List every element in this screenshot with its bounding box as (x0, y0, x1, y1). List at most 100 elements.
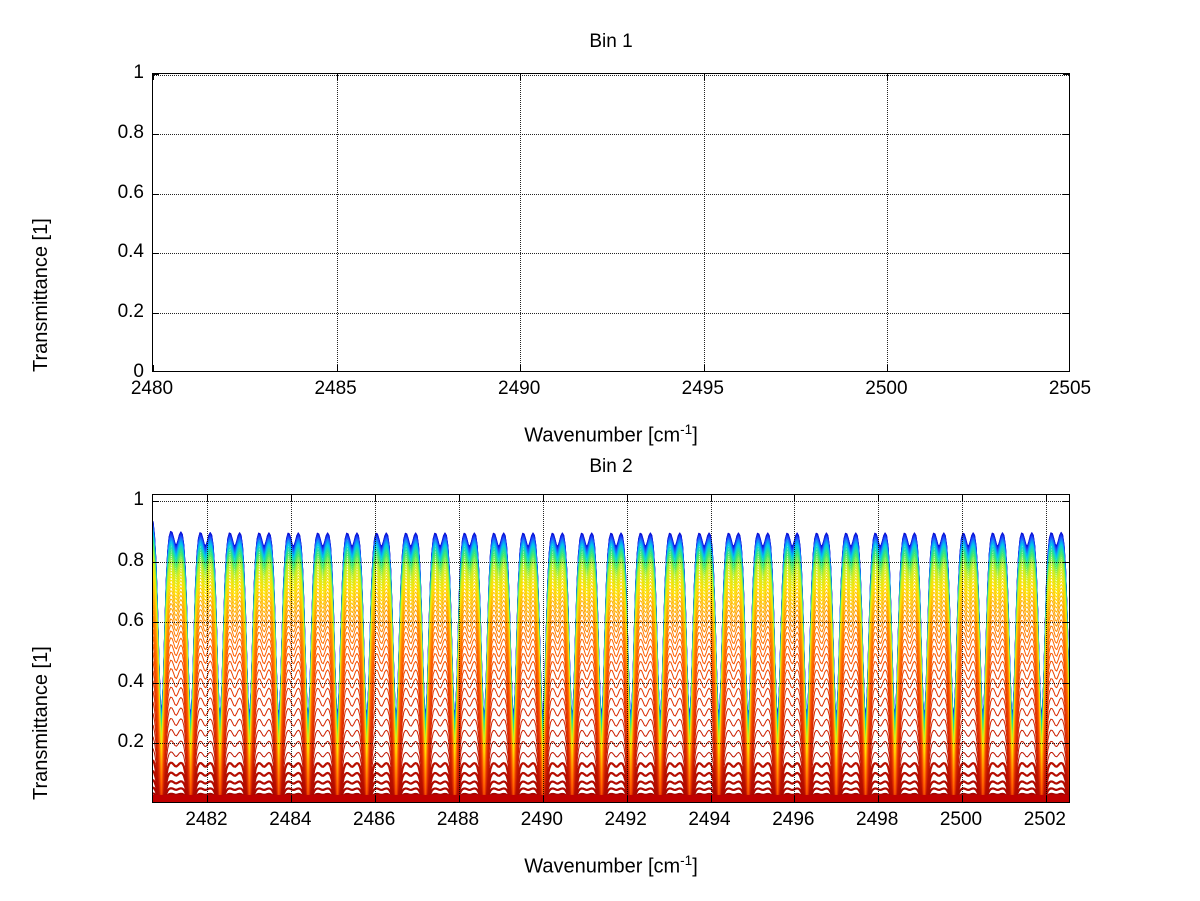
spectrum-line (153, 779, 1069, 802)
tickmark-x (962, 796, 963, 802)
gridline-vertical (542, 495, 544, 802)
ytick-label: 1 (133, 62, 144, 83)
tickmark-x (542, 495, 544, 501)
panel-bin1-xaxis-label-exponent: -1 (680, 422, 693, 437)
tickmark-x (703, 365, 705, 371)
panel-bin1-xaxis-label-main: Wavenumber [cm (524, 424, 681, 447)
xtick-label: 2500 (865, 378, 908, 399)
gridline-horizontal (153, 193, 1069, 195)
panel-bin2-title: Bin 2 (589, 456, 633, 477)
tickmark-x (878, 796, 880, 802)
xtick-label: 2496 (772, 809, 815, 830)
tickmark-x (887, 365, 889, 371)
tickmark-y (153, 622, 159, 624)
xtick-label: 2486 (353, 809, 396, 830)
tickmark-y (1063, 743, 1069, 745)
tickmark-x (542, 796, 544, 802)
panel-bin2-yaxis-label: Transmittance [1] (30, 646, 52, 800)
tickmark-y (153, 743, 159, 745)
spectrum-line (153, 786, 1069, 802)
gridline-vertical (459, 495, 460, 802)
tickmark-x (291, 495, 293, 501)
xtick-label: 2480 (130, 378, 174, 399)
gridline-horizontal (153, 743, 1069, 745)
tickmark-x (153, 365, 154, 371)
gridline-vertical (1045, 495, 1047, 802)
saturated-spectra-band (153, 794, 1069, 802)
panel-bin2-xaxis-label-main: Wavenumber [cm (524, 855, 681, 878)
tickmark-y (153, 682, 159, 684)
ytick-label: 1 (133, 489, 144, 511)
tickmark-x (459, 796, 460, 802)
tickmark-x (626, 796, 628, 802)
tickmark-x (459, 495, 460, 501)
tickmark-x (520, 365, 522, 371)
panel-bin1-title: Bin 1 (589, 31, 633, 52)
ytick-label: 0.4 (117, 670, 144, 692)
tickmark-y (153, 74, 159, 75)
xtick-label: 2498 (856, 809, 899, 830)
tickmark-y (1063, 561, 1069, 563)
tickmark-y (1063, 193, 1069, 195)
gridline-vertical (962, 495, 963, 802)
gridline-horizontal (153, 561, 1069, 563)
tickmark-x (794, 796, 796, 802)
panel-bin1-yaxis-label: Transmittance [1] (30, 218, 52, 372)
tickmark-y (153, 501, 159, 503)
gridline-horizontal (153, 501, 1069, 503)
gridline-vertical (207, 495, 209, 802)
panel-bin2-spectra-lines (153, 521, 1069, 802)
tickmark-x (962, 495, 963, 501)
tickmark-x (336, 74, 338, 80)
tickmark-y (153, 193, 159, 195)
xtick-label: 2482 (185, 809, 228, 830)
panel-bin2-xaxis-label: Wavenumber [cm-1] (152, 853, 1070, 879)
gridline-horizontal (153, 133, 1069, 135)
tickmark-y (1063, 133, 1069, 135)
ytick-label: 0.4 (117, 241, 144, 263)
ytick-label: 0.8 (117, 121, 144, 143)
tickmark-x (878, 495, 880, 501)
xtick-label: 2484 (269, 809, 312, 830)
tickmark-x (153, 74, 154, 80)
gridline-horizontal (153, 74, 1069, 76)
tickmark-y (153, 253, 159, 255)
gridline-vertical (520, 74, 522, 371)
xtick-label: 2505 (1048, 378, 1092, 399)
xtick-label: 2494 (688, 809, 731, 830)
tickmark-y (1063, 622, 1069, 624)
xtick-label: 2490 (520, 809, 563, 830)
tickmark-x (207, 495, 209, 501)
tickmark-x (291, 796, 293, 802)
tickmark-x (375, 495, 377, 501)
gridline-vertical (291, 495, 293, 802)
tickmark-x (703, 74, 705, 80)
gridline-vertical (375, 495, 377, 802)
xtick-label: 2495 (681, 378, 724, 399)
tickmark-y (1063, 253, 1069, 255)
gridline-horizontal (153, 682, 1069, 684)
tickmark-x (626, 495, 628, 501)
xtick-label: 2500 (939, 809, 983, 830)
tickmark-x (710, 796, 712, 802)
ytick-label: 0.2 (117, 301, 144, 323)
panel-bin2-xaxis-label-tail: ] (692, 855, 698, 878)
tickmark-x (520, 74, 522, 80)
tickmark-x (887, 74, 889, 80)
tickmark-x (710, 495, 712, 501)
ytick-label: 0 (133, 361, 144, 382)
tickmark-x (1045, 495, 1047, 501)
ytick-label: 0.6 (117, 181, 144, 203)
xtick-label: 2492 (604, 809, 647, 830)
tickmark-x (207, 796, 209, 802)
tickmark-x (375, 796, 377, 802)
tickmark-y (1063, 313, 1069, 315)
panel-bin2-xaxis-label-exponent: -1 (680, 853, 693, 868)
panel-bin2-plot-area (152, 494, 1070, 803)
panel-bin1-xaxis-label: Wavenumber [cm-1] (152, 422, 1070, 448)
gridline-vertical (878, 495, 880, 802)
gridline-horizontal (153, 253, 1069, 255)
tickmark-y (153, 313, 159, 315)
gridline-vertical (336, 74, 338, 371)
